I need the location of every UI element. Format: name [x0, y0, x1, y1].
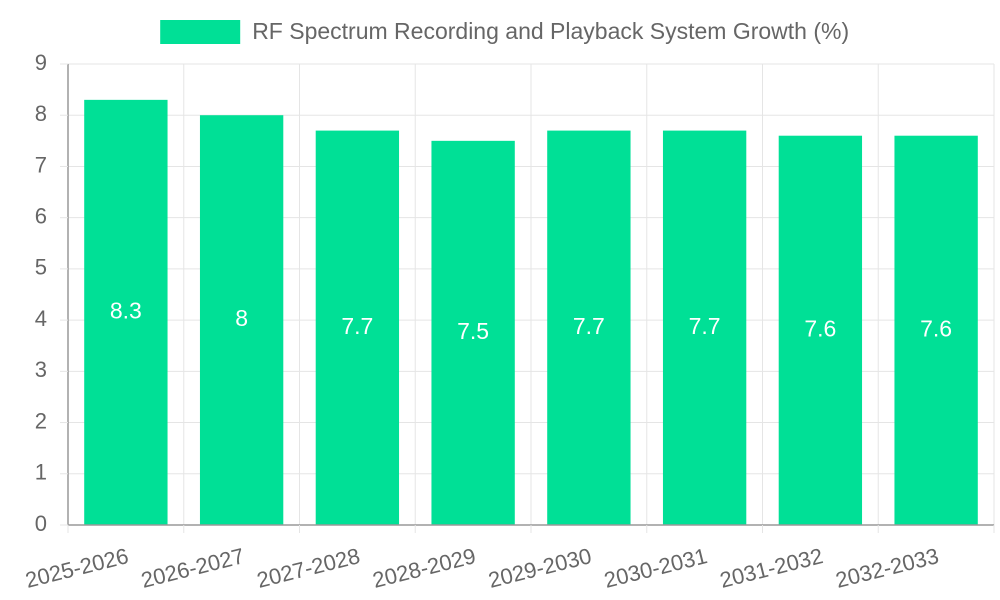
y-tick-label: 5: [35, 255, 47, 280]
data-label: 8.3: [110, 298, 142, 324]
data-label: 7.5: [457, 318, 489, 344]
y-tick-label: 9: [35, 50, 47, 75]
data-label: 7.6: [804, 315, 836, 341]
y-tick-label: 8: [35, 101, 47, 126]
x-tick-label: 2026-2027: [139, 543, 247, 593]
y-tick-label: 7: [35, 152, 47, 177]
x-tick-label: 2031-2032: [717, 543, 825, 593]
legend[interactable]: RF Spectrum Recording and Playback Syste…: [160, 18, 849, 44]
data-label: 7.7: [689, 313, 721, 339]
data-label: 7.6: [920, 315, 952, 341]
y-axis-ticks: 0 1 2 3 4 5 6 7 8 9: [35, 50, 68, 536]
x-tick-label: 2032-2033: [833, 543, 941, 593]
data-label: 8: [235, 305, 248, 331]
y-tick-label: 1: [35, 460, 47, 485]
x-axis-ticks: 2025-2026 2026-2027 2027-2028 2028-2029 2029…: [23, 525, 995, 593]
legend-swatch: [160, 20, 241, 44]
legend-label: RF Spectrum Recording and Playback Syste…: [252, 18, 849, 44]
x-tick-label: 2030-2031: [602, 543, 710, 593]
x-tick-label: 2025-2026: [23, 543, 131, 593]
bar-2026-2027[interactable]: [199, 115, 284, 525]
bar-2025-2026[interactable]: [84, 99, 168, 525]
y-tick-label: 0: [35, 511, 47, 536]
data-label: 7.7: [341, 313, 373, 339]
x-tick-label: 2028-2029: [370, 543, 478, 593]
bar-2028-2029[interactable]: [431, 140, 515, 526]
y-tick-label: 4: [35, 306, 47, 331]
bar-2029-2030[interactable]: [547, 130, 631, 526]
y-tick-label: 2: [35, 408, 47, 433]
x-tick-label: 2029-2030: [486, 543, 594, 593]
x-tick-label: 2027-2028: [254, 543, 362, 593]
data-labels: 8.3 8 7.7 7.5 7.7 7.7 7.6 7.6: [110, 298, 952, 344]
y-tick-label: 6: [35, 203, 47, 228]
bar-2031-2032[interactable]: [778, 135, 863, 525]
bars: [84, 99, 978, 526]
bar-2032-2033[interactable]: [894, 135, 978, 525]
y-tick-label: 3: [35, 357, 47, 382]
bar-2030-2031[interactable]: [662, 130, 747, 526]
data-label: 7.7: [573, 313, 605, 339]
bar-2027-2028[interactable]: [315, 130, 400, 526]
